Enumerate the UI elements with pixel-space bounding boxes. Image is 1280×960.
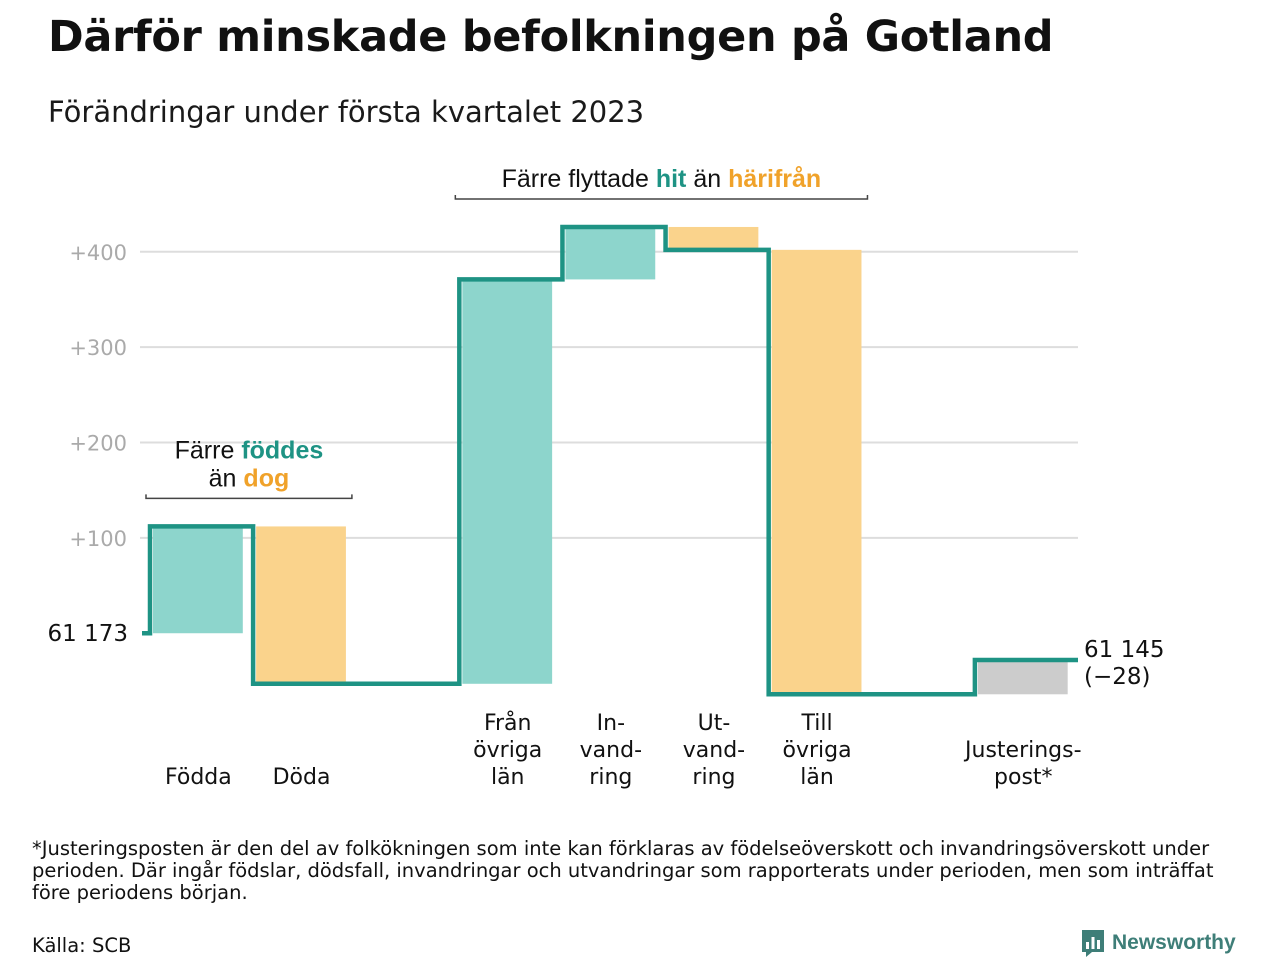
- bar-adjustment: [977, 659, 1068, 695]
- annotation-bracket: [454, 194, 869, 200]
- category-label-line: ring: [589, 765, 632, 790]
- chart-title: Därför minskade befolkningen på Gotland: [48, 12, 1054, 62]
- annotation-text: Färre föddes: [175, 436, 324, 464]
- bar-increase: [462, 279, 553, 684]
- annotation-segment: dog: [243, 464, 289, 492]
- bar-chart-speech-bubble-icon: [1082, 930, 1104, 957]
- bars: [153, 226, 1068, 695]
- bar-decrease: [668, 226, 759, 250]
- category-label-line: vand-: [580, 738, 642, 763]
- footnote: *Justeringsposten är den del av folkökni…: [32, 837, 1214, 904]
- gridlines: [140, 250, 1078, 539]
- annotation-segment: föddes: [241, 436, 323, 464]
- cumulative-line: [142, 224, 1078, 697]
- bar-decrease: [771, 249, 862, 695]
- start-value-label: 61 173: [48, 621, 128, 647]
- category-label-line: län: [800, 765, 834, 790]
- annotation-text: Färre flyttade hit än härifrån: [502, 165, 822, 193]
- category-label-line: Döda: [273, 765, 331, 790]
- source-label: Källa: SCB: [32, 934, 132, 957]
- bar-decrease: [256, 526, 346, 684]
- category-label: Döda: [273, 765, 331, 790]
- brand-logo: Newsworthy: [1080, 928, 1236, 958]
- category-label-line: post*: [994, 765, 1053, 790]
- annotation-segment: Färre: [175, 436, 242, 464]
- chart-subtitle: Förändringar under första kvartalet 2023: [48, 95, 645, 129]
- category-label: Födda: [165, 765, 232, 790]
- category-label-line: Justerings-: [963, 738, 1082, 763]
- category-label: Till övriga län: [783, 711, 852, 790]
- bar-increase: [565, 226, 656, 280]
- annotation-text: än dog: [209, 464, 290, 492]
- category-label-line: Ut-: [698, 711, 731, 736]
- brand-name: Newsworthy: [1112, 931, 1236, 954]
- category-label-line: övriga: [783, 738, 852, 763]
- category-label: In-vand-ring: [580, 711, 642, 790]
- category-label-line: län: [491, 765, 525, 790]
- category-label-line: vand-: [683, 738, 745, 763]
- category-label-line: Födda: [165, 765, 232, 790]
- annotation-segment: härifrån: [728, 165, 821, 193]
- level-line: [142, 224, 1078, 697]
- annotation-bracket: [145, 494, 353, 500]
- annotation-segment: än: [209, 464, 244, 492]
- category-label-line: Till: [801, 711, 833, 736]
- y-tick-label: +200: [69, 432, 127, 456]
- category-label-line: In-: [597, 711, 625, 736]
- annotation-segment: hit: [656, 165, 687, 193]
- category-label: Från övriga län: [473, 710, 542, 790]
- y-tick-label: +400: [69, 241, 127, 265]
- category-label-line: ring: [692, 765, 735, 790]
- end-value-label: 61 145: [1084, 637, 1164, 663]
- y-tick-label: +100: [69, 527, 127, 551]
- category-label-line: övriga: [473, 738, 542, 763]
- category-label: Ut-vand-ring: [683, 711, 745, 790]
- annotation-segment: än: [686, 165, 728, 193]
- y-tick-label: +300: [69, 336, 127, 360]
- category-label-line: Från: [484, 710, 532, 736]
- annotation-segment: Färre flyttade: [502, 165, 656, 193]
- bar-increase: [153, 526, 243, 634]
- end-change-label: (−28): [1084, 664, 1150, 690]
- category-label: Justerings-post*: [963, 738, 1082, 790]
